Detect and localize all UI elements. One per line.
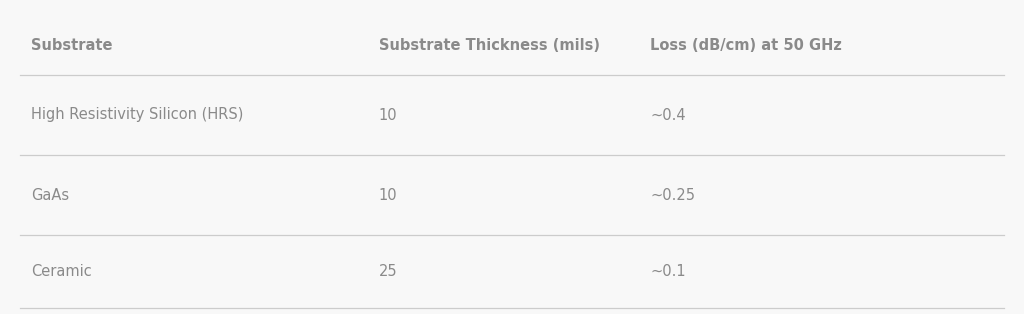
Text: GaAs: GaAs: [31, 187, 69, 203]
Text: ~0.25: ~0.25: [650, 187, 695, 203]
Text: High Resistivity Silicon (HRS): High Resistivity Silicon (HRS): [31, 107, 243, 122]
Text: Loss (dB/cm) at 50 GHz: Loss (dB/cm) at 50 GHz: [650, 37, 842, 52]
Text: 25: 25: [379, 264, 397, 279]
Text: ~0.4: ~0.4: [650, 107, 686, 122]
Text: 10: 10: [379, 187, 397, 203]
Text: Ceramic: Ceramic: [31, 264, 91, 279]
Text: ~0.1: ~0.1: [650, 264, 686, 279]
Text: Substrate Thickness (mils): Substrate Thickness (mils): [379, 37, 600, 52]
Text: Substrate: Substrate: [31, 37, 113, 52]
Text: 10: 10: [379, 107, 397, 122]
